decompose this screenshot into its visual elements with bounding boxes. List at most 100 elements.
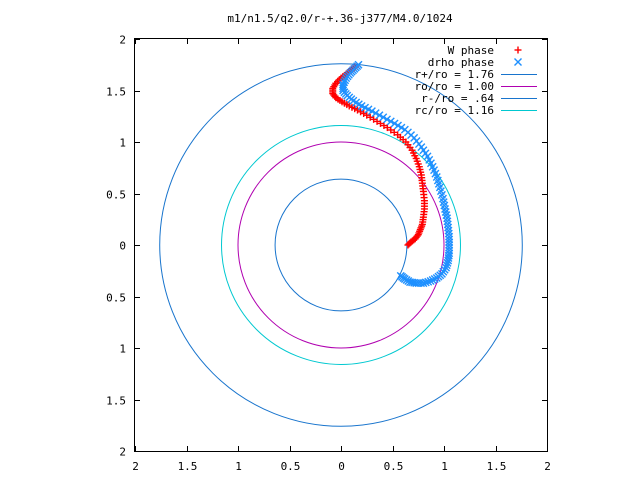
legend-label-0: W phase: [448, 44, 494, 57]
y-tick-label-7: 1.5: [106, 395, 126, 408]
point-1-41-b: [443, 217, 452, 226]
point-1-44-b: [441, 208, 450, 217]
point-1-57-b: [428, 162, 437, 171]
point-1-53-b: [433, 176, 442, 185]
point-1-95: [341, 76, 350, 85]
point-1-76-b: [375, 111, 384, 120]
circle-4: [274, 178, 408, 312]
point-1-75-b: [379, 113, 388, 122]
point-1-25-b: [442, 261, 451, 270]
point-1-75: [379, 113, 388, 122]
point-1-77: [371, 109, 380, 118]
point-1-26-b: [443, 258, 452, 267]
point-1-24: [442, 263, 451, 272]
legend-label-5: rc/ro = 1.16: [415, 104, 494, 117]
point-1-95-b: [341, 76, 350, 85]
y-tick-label-3: 0.5: [106, 189, 126, 202]
legend-label-3: ro/ro = 1.00: [415, 80, 494, 93]
point-0-71: [330, 91, 338, 99]
point-1-17: [430, 274, 439, 283]
chart-title: m1/n1.5/q2.0/r-+.36-j377/M4.0/1024: [227, 12, 453, 25]
y-tick-label-5: 0.5: [106, 292, 126, 305]
legend-marker-1: [514, 58, 522, 66]
x-tick-label-6: 1: [441, 460, 448, 473]
point-1-49-b: [437, 190, 446, 199]
point-1-74-b: [383, 115, 392, 124]
point-1-24-b: [442, 263, 451, 272]
y-tick-label-0: 2: [119, 34, 126, 47]
point-1-16-b: [428, 276, 437, 285]
point-1-69-b: [400, 125, 409, 134]
point-1-72: [390, 119, 399, 128]
data-points: [329, 60, 454, 288]
legend-label-1: drho phase: [428, 56, 494, 69]
point-1-16: [428, 276, 437, 285]
point-1-77-b: [371, 109, 380, 118]
point-1-61-b: [421, 149, 430, 158]
circle-3: [237, 141, 445, 349]
point-1-81-b: [357, 101, 366, 110]
point-1-43-b: [442, 211, 451, 220]
point-1-46-b: [440, 201, 449, 210]
point-1-72-b: [390, 119, 399, 128]
point-1-7-b: [408, 278, 417, 287]
point-1-60-b: [423, 152, 432, 161]
point-1-50-b: [436, 187, 445, 196]
point-1-47-b: [439, 198, 448, 207]
legend-marker-1-b: [514, 58, 522, 66]
point-1-51-b: [435, 183, 444, 192]
point-1-25: [442, 261, 451, 270]
y-tick-label-1: 1.5: [106, 86, 126, 99]
x-tick-label-3: 0.5: [281, 460, 301, 473]
point-1-94-b: [340, 78, 349, 87]
point-1-14-b: [424, 277, 433, 286]
legend-label-2: r+/ro = 1.76: [415, 68, 494, 81]
radius-circles: [159, 63, 523, 427]
point-1-105: [354, 60, 363, 69]
x-tick-label-0: 2: [132, 460, 139, 473]
point-1-94: [340, 78, 349, 87]
point-1-12-b: [419, 279, 428, 288]
point-1-93-b: [339, 80, 348, 89]
point-1-83-b: [352, 98, 361, 107]
point-1-82-b: [354, 100, 363, 109]
point-1-73: [386, 117, 395, 126]
point-1-78-b: [367, 107, 376, 116]
point-1-79-b: [364, 105, 373, 114]
point-1-17-b: [430, 274, 439, 283]
point-1-13: [421, 278, 430, 287]
plot-frame: [134, 38, 548, 452]
x-tick-label-1: 1.5: [178, 460, 198, 473]
point-1-42-b: [443, 214, 452, 223]
axis-ticks: 2 1.5 1 0.5 0 0.5 1 1.5 221.510.500.511.52: [106, 34, 551, 474]
point-1-58-b: [426, 159, 435, 168]
y-tick-label-6: 1: [119, 343, 126, 356]
point-1-41: [443, 217, 452, 226]
x-tick-label-8: 2: [544, 460, 551, 473]
point-1-48-b: [438, 194, 447, 203]
point-1-70-b: [397, 123, 406, 132]
point-1-12: [419, 279, 428, 288]
x-tick-label-4: 0: [338, 460, 345, 473]
point-1-73-b: [386, 117, 395, 126]
point-1-15-b: [426, 277, 435, 286]
point-1-15: [426, 277, 435, 286]
y-tick-label-8: 2: [119, 446, 126, 459]
point-1-6-b: [406, 278, 415, 287]
point-1-62-b: [419, 146, 428, 155]
point-1-80-b: [361, 103, 370, 112]
point-1-71-b: [393, 121, 402, 130]
point-1-74: [383, 115, 392, 124]
point-1-55-b: [431, 169, 440, 178]
point-1-105-b: [354, 60, 363, 69]
point-1-54-b: [432, 173, 441, 182]
circle-2: [159, 63, 523, 427]
point-1-14: [424, 277, 433, 286]
x-tick-label-2: 1: [235, 460, 242, 473]
point-1-45-b: [441, 204, 450, 213]
point-1-56-b: [430, 166, 439, 175]
circle-5: [221, 125, 461, 365]
x-tick-label-5: 0.5: [384, 460, 404, 473]
